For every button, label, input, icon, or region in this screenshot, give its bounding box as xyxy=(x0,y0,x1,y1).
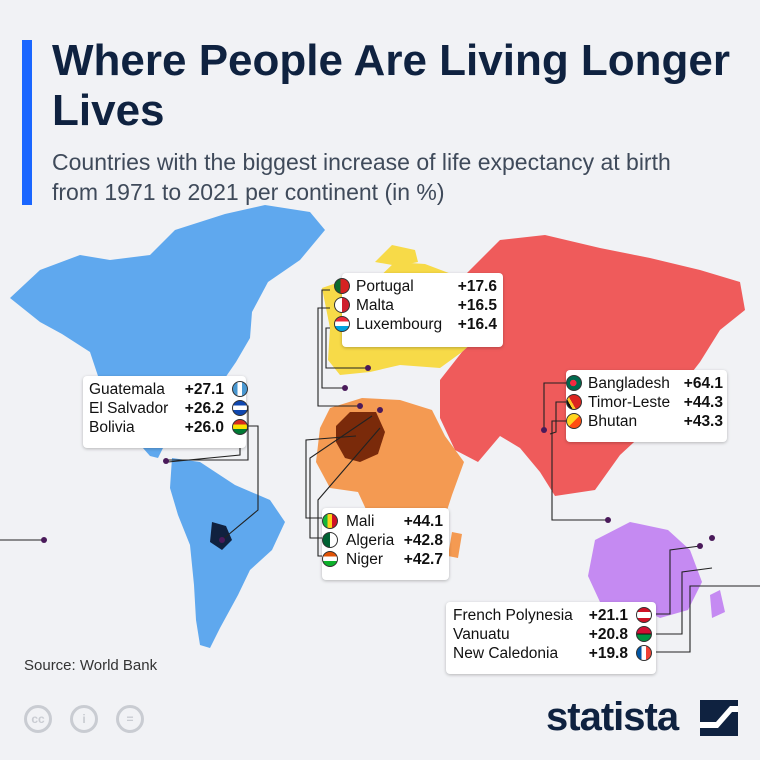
country-value: +64.1 xyxy=(683,375,723,392)
madagascar-shape xyxy=(448,532,462,558)
table-row: Portugal +17.6 xyxy=(334,277,503,296)
oceania-label-box: French Polynesia +21.1 Vanuatu +20.8 New… xyxy=(446,602,656,674)
country-name: Bangladesh xyxy=(588,375,670,392)
table-row: Algeria +42.8 xyxy=(322,531,449,550)
country-value: +16.4 xyxy=(457,316,497,333)
country-value: +42.7 xyxy=(403,551,443,568)
table-row: Malta +16.5 xyxy=(334,296,503,315)
country-name: French Polynesia xyxy=(453,607,573,624)
source-note: Source: World Bank xyxy=(24,657,158,674)
asia-label-box: Bangladesh +64.1 Timor-Leste +44.3 Bhuta… xyxy=(566,370,727,442)
country-value: +42.8 xyxy=(403,532,443,549)
table-row: French Polynesia +21.1 xyxy=(446,606,656,625)
country-value: +44.1 xyxy=(403,513,443,530)
country-value: +26.2 xyxy=(184,400,224,417)
mali-flag-icon xyxy=(322,513,338,529)
page-subtitle: Countries with the biggest increase of l… xyxy=(52,149,671,205)
malta-flag-icon xyxy=(334,297,350,313)
vanuatu-flag-icon xyxy=(636,626,652,642)
north-america-shape xyxy=(10,205,325,458)
table-row: Vanuatu +20.8 xyxy=(446,625,656,644)
world-map xyxy=(0,205,760,653)
new-caledonia-flag-icon xyxy=(636,645,652,661)
country-name: Algeria xyxy=(346,532,395,549)
el-salvador-flag-icon xyxy=(232,400,248,416)
french-polynesia-flag-icon xyxy=(636,607,652,623)
africa-label-box: Mali +44.1 Algeria +42.8 Niger +42.7 xyxy=(322,508,449,580)
mali-niger-algeria-highlight xyxy=(336,412,385,462)
table-row: El Salvador +26.2 xyxy=(83,399,248,418)
country-name: Malta xyxy=(356,297,394,314)
new-zealand-shape xyxy=(710,590,725,618)
country-value: +16.5 xyxy=(457,297,497,314)
country-value: +17.6 xyxy=(457,278,497,295)
country-name: Bolivia xyxy=(89,419,135,436)
attribution-icon[interactable]: i xyxy=(70,705,98,733)
country-name: Vanuatu xyxy=(453,626,510,643)
country-name: Niger xyxy=(346,551,384,568)
country-name: Mali xyxy=(346,513,375,530)
bangladesh-flag-icon xyxy=(566,375,582,391)
europe-label-box: Portugal +17.6 Malta +16.5 Luxembourg +1… xyxy=(334,273,503,347)
country-value: +27.1 xyxy=(184,381,224,398)
table-row: Niger +42.7 xyxy=(322,550,449,569)
americas-label-box: Guatemala +27.1 El Salvador +26.2 Bolivi… xyxy=(83,376,248,448)
country-name: New Caledonia xyxy=(453,645,559,662)
bolivia-flag-icon xyxy=(232,419,248,435)
australia-shape xyxy=(588,522,702,618)
country-value: +21.1 xyxy=(588,607,628,624)
location-dots xyxy=(41,365,715,549)
country-value: +20.8 xyxy=(588,626,628,643)
timor-leste-flag-icon xyxy=(566,394,582,410)
table-row: Timor-Leste +44.3 xyxy=(566,393,727,412)
niger-flag-icon xyxy=(322,551,338,567)
country-value: +19.8 xyxy=(588,645,628,662)
country-value: +43.3 xyxy=(683,413,723,430)
table-row: Mali +44.1 xyxy=(322,512,449,531)
algeria-flag-icon xyxy=(322,532,338,548)
statista-brand[interactable]: statista xyxy=(546,695,679,739)
portugal-flag-icon xyxy=(334,278,350,294)
guatemala-flag-icon xyxy=(232,381,248,397)
country-value: +26.0 xyxy=(184,419,224,436)
luxembourg-flag-icon xyxy=(334,316,350,332)
table-row: Luxembourg +16.4 xyxy=(334,315,503,334)
statista-logo-icon[interactable] xyxy=(700,700,738,736)
country-name: Timor-Leste xyxy=(588,394,671,411)
country-value: +44.3 xyxy=(683,394,723,411)
country-name: Bhutan xyxy=(588,413,638,430)
table-row: Bangladesh +64.1 xyxy=(566,374,727,393)
no-derivatives-icon[interactable]: = xyxy=(116,705,144,733)
country-name: Luxembourg xyxy=(356,316,443,333)
title-accent-bar xyxy=(22,40,32,205)
scandinavia-shape xyxy=(375,245,418,266)
leader-lines xyxy=(0,289,760,653)
asia-shape xyxy=(440,235,745,496)
table-row: New Caledonia +19.8 xyxy=(446,644,656,663)
creative-commons-icon[interactable]: cc xyxy=(24,705,52,733)
country-name: El Salvador xyxy=(89,400,169,417)
country-name: Guatemala xyxy=(89,381,165,398)
bhutan-flag-icon xyxy=(566,413,582,429)
table-row: Bhutan +43.3 xyxy=(566,412,727,431)
page-title: Where People Are Living Longer Lives xyxy=(52,36,731,135)
table-row: Bolivia +26.0 xyxy=(83,418,248,437)
country-name: Portugal xyxy=(356,278,414,295)
table-row: Guatemala +27.1 xyxy=(83,380,248,399)
south-america-shape xyxy=(170,458,285,648)
bolivia-highlight xyxy=(210,522,232,550)
